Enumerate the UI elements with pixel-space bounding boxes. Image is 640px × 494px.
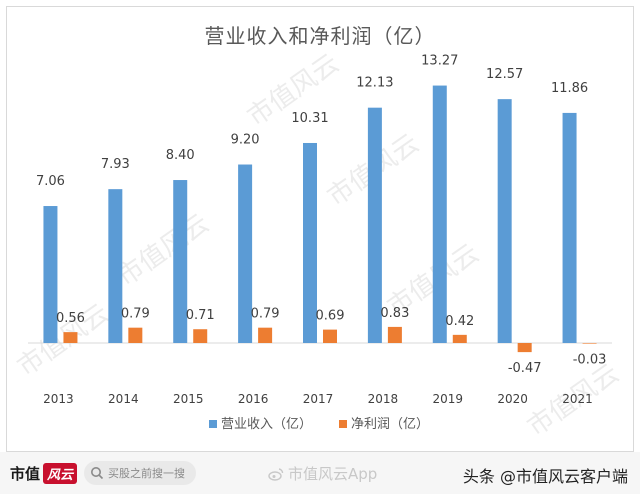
net-profit-bar [128, 327, 143, 343]
x-tick-label: 2014 [108, 392, 139, 406]
author-byline: 头条 @市值风云客户端 [462, 467, 628, 486]
revenue-data-label: 13.27 [421, 54, 458, 69]
net-profit-bar [582, 343, 597, 344]
net-profit-data-label: -0.03 [573, 353, 607, 368]
net-profit-data-label: 0.83 [380, 306, 409, 321]
footer-bar: 市值 风云 买股之前搜一搜 市值风云App 头条 @市值风云客户端 [0, 452, 640, 494]
revenue-data-label: 9.20 [231, 133, 260, 148]
revenue-bar [367, 107, 382, 343]
revenue-bar [173, 180, 188, 343]
revenue-bar [43, 206, 58, 343]
app-label: 市值风云App [288, 465, 378, 483]
revenue-bar [238, 164, 253, 343]
revenue-bar [303, 142, 317, 343]
revenue-data-label: 12.57 [486, 67, 523, 82]
revenue-data-label: 11.86 [551, 81, 588, 96]
revenue-data-label: 12.13 [356, 76, 393, 91]
net-profit-data-label: 0.69 [316, 309, 345, 324]
net-profit-data-label: 0.42 [445, 314, 474, 329]
net-profit-bar [258, 327, 273, 343]
revenue-bar [497, 99, 512, 343]
revenue-data-label: 10.31 [291, 111, 328, 126]
bar-chart: 7.06 0.56 2013 7.93 0.79 2014 8.40 0.71 2015 9.20… [28, 54, 612, 432]
net-profit-bar [387, 326, 402, 343]
legend-revenue-label: 营业收入（亿） [221, 417, 312, 432]
net-profit-bar [323, 329, 337, 343]
search-icon [91, 467, 104, 480]
net-profit-data-label: 0.56 [56, 311, 85, 326]
legend-revenue-swatch [209, 420, 217, 428]
x-tick-label: 2015 [173, 392, 204, 406]
app-watermark: 市值风云App [268, 463, 377, 484]
chart-title: 营业收入和净利润（亿） [204, 24, 436, 48]
revenue-bar [562, 112, 577, 343]
revenue-data-label: 7.06 [36, 174, 65, 189]
net-profit-data-label: -0.47 [508, 361, 542, 376]
x-tick-label: 2021 [562, 392, 593, 406]
x-tick-label: 2013 [43, 392, 74, 406]
net-profit-bar [63, 332, 78, 343]
legend-net-profit-swatch [339, 420, 347, 428]
revenue-data-label: 8.40 [166, 148, 195, 163]
x-tick-label: 2020 [497, 392, 528, 406]
x-tick-label: 2018 [368, 392, 399, 406]
x-tick-label: 2016 [238, 392, 269, 406]
net-profit-bar [517, 343, 532, 353]
search-placeholder: 买股之前搜一搜 [108, 467, 185, 480]
x-tick-label: 2017 [303, 392, 334, 406]
search-box[interactable]: 买股之前搜一搜 [84, 461, 196, 485]
site-logo[interactable]: 市值 风云 [10, 460, 78, 486]
weibo-icon [268, 467, 284, 481]
legend-net-profit-label: 净利润（亿） [351, 417, 429, 432]
revenue-bar [108, 189, 123, 343]
logo-text: 市值 [10, 464, 41, 483]
x-tick-label: 2019 [433, 392, 464, 406]
net-profit-data-label: 0.79 [121, 307, 150, 322]
revenue-bar [432, 85, 447, 343]
logo-mark: 风云 [43, 462, 78, 484]
net-profit-bar [193, 329, 208, 343]
revenue-data-label: 7.93 [101, 157, 130, 172]
net-profit-data-label: 0.79 [251, 307, 280, 322]
net-profit-bar [452, 334, 467, 343]
net-profit-data-label: 0.71 [186, 308, 215, 323]
